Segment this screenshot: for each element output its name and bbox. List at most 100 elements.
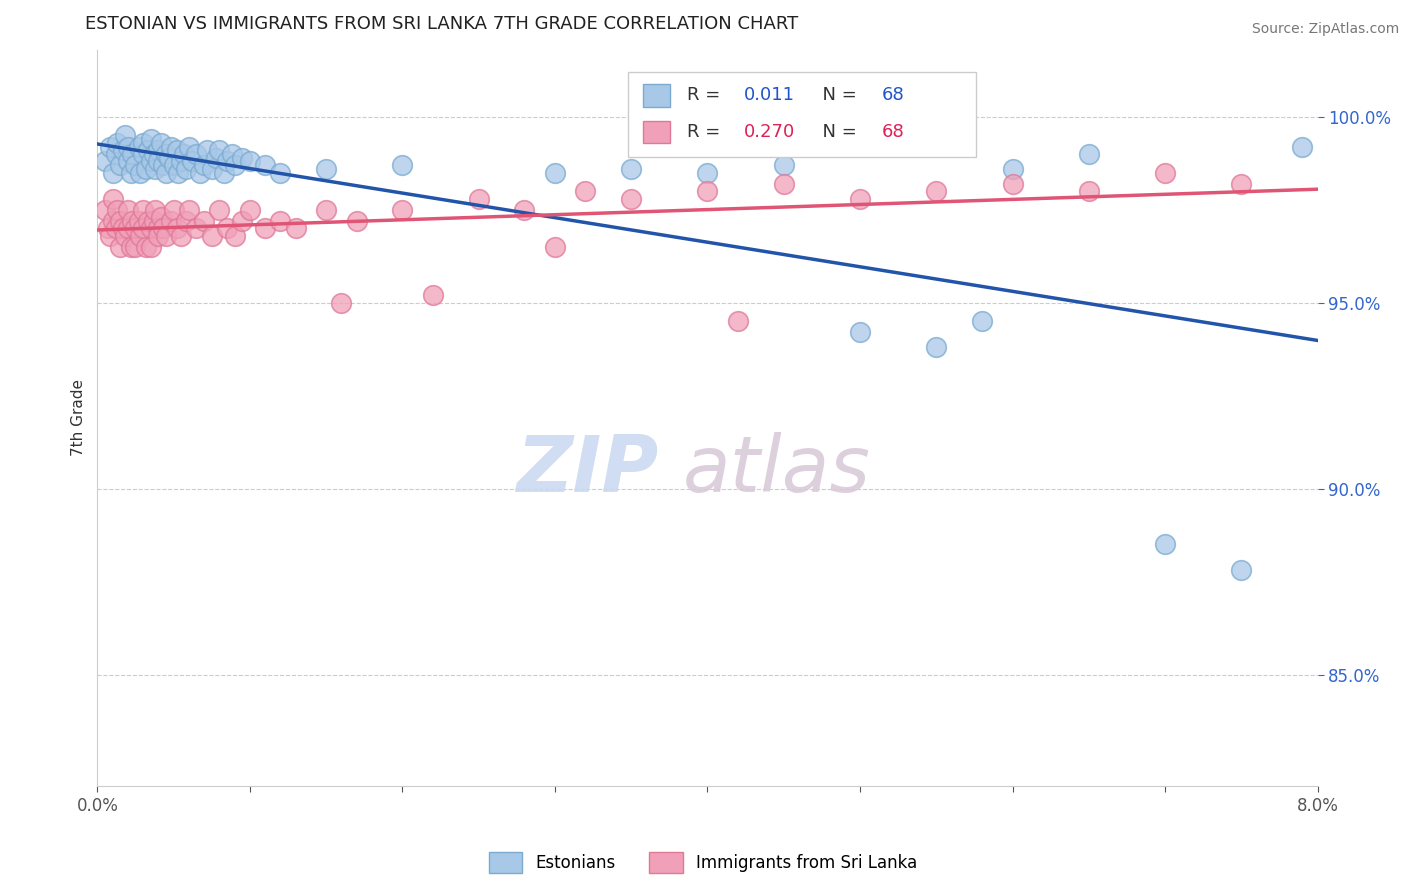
Point xyxy=(1001,177,1024,191)
Point xyxy=(135,240,157,254)
Point xyxy=(391,202,413,217)
Point xyxy=(772,158,794,172)
Point xyxy=(174,161,197,176)
Point xyxy=(114,228,136,243)
Point xyxy=(150,210,173,224)
Y-axis label: 7th Grade: 7th Grade xyxy=(72,379,86,457)
Point xyxy=(772,177,794,191)
Point xyxy=(215,221,238,235)
Point xyxy=(105,136,128,150)
Point xyxy=(142,214,165,228)
Point xyxy=(132,202,155,217)
Point xyxy=(136,214,159,228)
Point xyxy=(124,240,146,254)
Point xyxy=(142,147,165,161)
Point xyxy=(239,154,262,169)
Point xyxy=(231,214,253,228)
Point xyxy=(181,154,204,169)
Point xyxy=(620,161,643,176)
Point xyxy=(121,214,143,228)
Point xyxy=(170,154,193,169)
Point xyxy=(1230,564,1253,578)
Point xyxy=(544,240,567,254)
Point xyxy=(166,143,188,157)
FancyBboxPatch shape xyxy=(643,121,669,144)
Point xyxy=(155,165,177,179)
Point xyxy=(136,143,159,157)
FancyBboxPatch shape xyxy=(643,85,669,106)
Point xyxy=(148,154,170,169)
Point xyxy=(132,147,155,161)
Point xyxy=(139,132,162,146)
Point xyxy=(173,147,195,161)
Point xyxy=(1154,537,1177,551)
Point xyxy=(1001,161,1024,176)
Point xyxy=(849,192,872,206)
Point xyxy=(139,154,162,169)
Point xyxy=(94,154,117,169)
Point xyxy=(132,136,155,150)
Point xyxy=(150,136,173,150)
Point xyxy=(143,161,166,176)
Point xyxy=(696,165,718,179)
Point xyxy=(849,326,872,340)
Point xyxy=(117,139,139,153)
Text: atlas: atlas xyxy=(683,432,870,508)
Point xyxy=(1154,165,1177,179)
Point xyxy=(1230,177,1253,191)
Point xyxy=(98,228,121,243)
Point xyxy=(152,221,174,235)
Point xyxy=(110,158,132,172)
Text: N =: N = xyxy=(811,123,863,141)
Point xyxy=(105,202,128,217)
Point xyxy=(224,158,246,172)
Point xyxy=(159,214,181,228)
Point xyxy=(254,221,277,235)
Point xyxy=(120,165,142,179)
Point xyxy=(269,165,291,179)
Point xyxy=(143,202,166,217)
Text: ESTONIAN VS IMMIGRANTS FROM SRI LANKA 7TH GRADE CORRELATION CHART: ESTONIAN VS IMMIGRANTS FROM SRI LANKA 7T… xyxy=(86,15,799,33)
Text: 68: 68 xyxy=(882,123,904,141)
Point xyxy=(155,147,177,161)
Point xyxy=(315,202,337,217)
Point xyxy=(128,214,150,228)
Point xyxy=(224,228,246,243)
Text: Source: ZipAtlas.com: Source: ZipAtlas.com xyxy=(1251,22,1399,37)
Point xyxy=(574,184,596,198)
Point xyxy=(97,221,120,235)
Point xyxy=(620,192,643,206)
Text: R =: R = xyxy=(686,87,725,104)
Point xyxy=(112,143,135,157)
Text: R =: R = xyxy=(686,123,725,141)
Point xyxy=(177,139,200,153)
Point xyxy=(231,151,253,165)
Point xyxy=(120,240,142,254)
Point xyxy=(162,202,184,217)
Point xyxy=(346,214,368,228)
Point xyxy=(193,158,215,172)
Point xyxy=(208,143,231,157)
Text: 0.011: 0.011 xyxy=(744,87,794,104)
Point xyxy=(148,143,170,157)
Point xyxy=(124,221,146,235)
Point xyxy=(112,221,135,235)
Point xyxy=(544,165,567,179)
Point xyxy=(114,128,136,143)
Point xyxy=(162,158,184,172)
Point xyxy=(110,214,132,228)
Point xyxy=(104,147,127,161)
Point xyxy=(157,151,180,165)
Point xyxy=(970,314,993,328)
Point xyxy=(925,340,948,354)
Point xyxy=(925,184,948,198)
Point xyxy=(148,228,170,243)
Point xyxy=(221,147,243,161)
Point xyxy=(269,214,291,228)
Point xyxy=(513,202,536,217)
Point xyxy=(208,202,231,217)
Point xyxy=(124,158,146,172)
Point xyxy=(129,165,152,179)
Text: 68: 68 xyxy=(882,87,904,104)
Point xyxy=(128,139,150,153)
